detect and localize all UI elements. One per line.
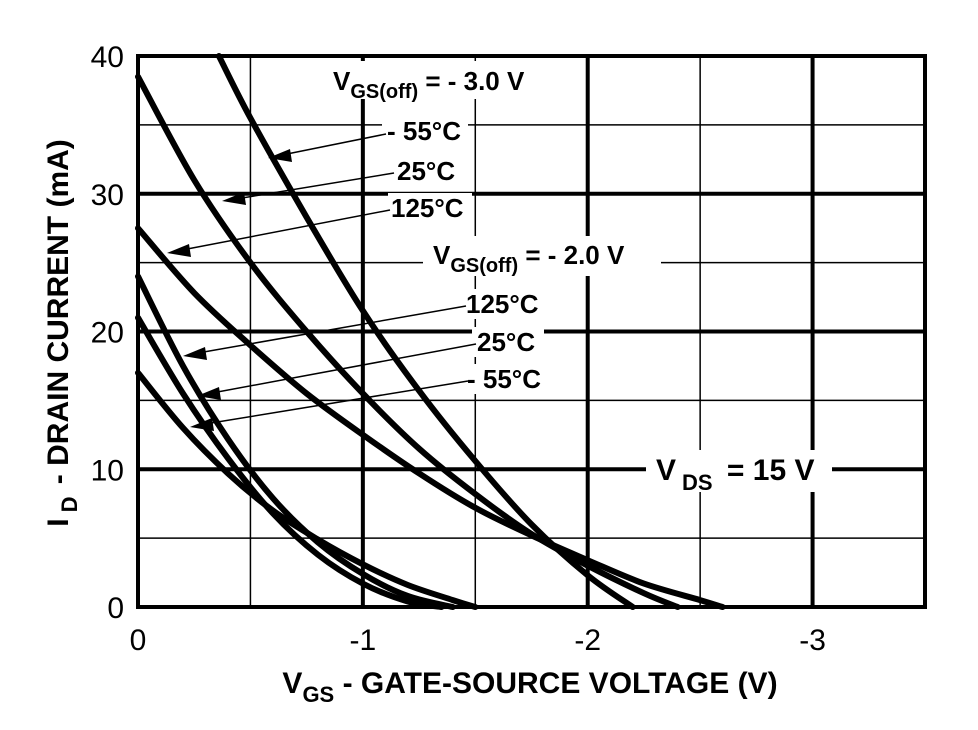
annotation-g1-minus55: - 55°C	[387, 116, 461, 146]
arrowhead-g2-minus55	[190, 418, 214, 431]
y-tick-label: 30	[91, 179, 124, 212]
arrowhead-g1-125	[167, 244, 191, 257]
curve-series-5	[135, 369, 479, 610]
arrowhead-g2-25	[197, 387, 221, 400]
curve-series-2	[135, 225, 726, 610]
leader-arrows	[167, 133, 477, 431]
label-bg-group1	[323, 61, 555, 99]
label-bg-group2	[423, 236, 661, 276]
curves	[135, 53, 726, 610]
x-axis-title: VGS - GATE-SOURCE VOLTAGE (V)	[282, 667, 777, 707]
curve-series-4	[135, 273, 456, 610]
label-bg-g2-minus55	[464, 364, 550, 394]
annotation-g1-25: 25°C	[397, 156, 455, 186]
label-bg-g2-125	[462, 289, 548, 319]
tick-labels: 0 -1 -2 -3 0 10 20 30 40	[91, 41, 826, 657]
plot-frame	[136, 54, 927, 609]
y-tick-label: 0	[107, 592, 124, 625]
y-tick-label: 40	[91, 41, 124, 74]
y-tick-label: 10	[91, 454, 124, 487]
arrowhead-g1-25	[222, 192, 246, 205]
label-bg-g1-125	[388, 193, 472, 223]
annotation-g2-25: 25°C	[477, 327, 535, 357]
annotation-g2-minus55: - 55°C	[467, 364, 541, 394]
label-bg-g1-minus55	[382, 116, 468, 146]
y-tick-label: 20	[91, 317, 124, 350]
annotation-group2: VGS(off) = - 2.0 V	[433, 240, 625, 277]
arrowhead-g1-minus55	[268, 149, 292, 162]
x-tick-label: -2	[574, 624, 601, 657]
annotation-group1: VGS(off) = - 3.0 V	[333, 66, 525, 103]
annotation-g2-125: 125°C	[466, 289, 539, 319]
label-bg-vds	[646, 450, 832, 492]
arrowhead-g2-125	[183, 347, 207, 360]
x-tick-label: -3	[799, 624, 826, 657]
label-bg-g2-25	[472, 327, 544, 357]
curve-series-3	[135, 314, 445, 610]
x-tick-label: -1	[350, 624, 377, 657]
label-bg-g1-25	[392, 156, 464, 186]
y-axis-title: ID - DRAIN CURRENT (mA)	[42, 139, 82, 527]
annotation-g1-125: 125°C	[391, 193, 464, 223]
annotation-vds: V DS = 15 V	[656, 454, 814, 495]
x-tick-label: 0	[130, 624, 147, 657]
curve-series-1	[135, 73, 681, 610]
